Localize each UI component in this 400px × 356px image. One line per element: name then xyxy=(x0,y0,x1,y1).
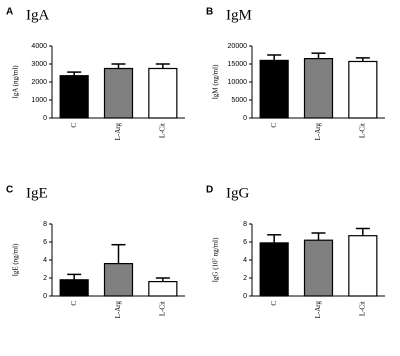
y-tick-label: 4 xyxy=(243,257,247,264)
x-tick-label: L-Arg xyxy=(314,123,322,141)
panel-label: B xyxy=(206,7,213,18)
y-tick-label: 0 xyxy=(243,293,247,300)
x-tick-label: L-Arg xyxy=(314,301,322,319)
y-tick-label: 2 xyxy=(243,275,247,282)
y-tick-label: 6 xyxy=(243,239,247,246)
bar xyxy=(259,242,289,297)
panel: D IgG IgG (10⁷ ng/ml) 0 2 4 6 8 C L-Arg L-Cit xyxy=(206,185,385,319)
x-tick-label: C xyxy=(70,301,78,306)
bar xyxy=(348,235,378,297)
x-tick-label: L-Cit xyxy=(158,123,166,138)
bar xyxy=(148,280,178,297)
panel: C IgE IgE (ng/ml) 0 2 4 6 8 C L-Arg L-Cit xyxy=(6,185,185,319)
bar xyxy=(148,67,178,119)
x-tick-label: C xyxy=(270,301,278,306)
x-tick-label: L-Arg xyxy=(114,123,122,141)
y-tick-label: 6 xyxy=(43,239,47,246)
y-axis-label: IgM (ng/ml) xyxy=(212,64,220,99)
panel-label: A xyxy=(6,7,13,18)
bar xyxy=(59,75,89,119)
x-tick-label: L-Arg xyxy=(114,301,122,319)
panel-title: IgE xyxy=(26,185,48,201)
x-tick-label: C xyxy=(270,123,278,128)
y-tick-label: 15000 xyxy=(228,61,248,68)
y-tick-label: 2000 xyxy=(31,79,47,86)
panel-label: D xyxy=(206,185,213,196)
y-tick-label: 4 xyxy=(43,257,47,264)
panel-title: IgG xyxy=(226,185,249,201)
y-tick-label: 4000 xyxy=(31,43,47,50)
y-tick-label: 2 xyxy=(43,275,47,282)
bar xyxy=(303,57,334,119)
y-axis-label: IgA (ng/ml) xyxy=(12,65,20,99)
y-axis-label: IgG (10⁷ ng/ml) xyxy=(212,237,220,282)
y-tick-label: 5000 xyxy=(231,97,247,104)
bar xyxy=(348,60,378,119)
y-tick-label: 3000 xyxy=(31,61,47,68)
y-tick-label: 1000 xyxy=(31,97,47,104)
y-tick-label: 20000 xyxy=(228,43,248,50)
y-tick-label: 8 xyxy=(243,221,247,228)
x-tick-label: L-Cit xyxy=(358,301,366,316)
x-tick-label: C xyxy=(70,123,78,128)
y-tick-label: 8 xyxy=(43,221,47,228)
bar xyxy=(103,67,134,119)
x-tick-label: L-Cit xyxy=(358,123,366,138)
bar xyxy=(303,239,334,297)
panel: A IgA IgA (ng/ml) 0 1000 2000 3000 4000 C L-Arg L-… xyxy=(6,7,185,141)
panel: B IgM IgM (ng/ml) 0 5000 10000 15000 20000 C L-Ar… xyxy=(206,7,385,141)
bar xyxy=(103,262,134,297)
y-tick-label: 0 xyxy=(43,115,47,122)
x-tick-label: L-Cit xyxy=(158,301,166,316)
y-tick-label: 0 xyxy=(43,293,47,300)
y-tick-label: 10000 xyxy=(228,79,248,86)
panel-title: IgM xyxy=(226,7,252,23)
bar xyxy=(59,279,89,297)
y-tick-label: 0 xyxy=(243,115,247,122)
panel-title: IgA xyxy=(26,7,49,23)
y-axis-label: IgE (ng/ml) xyxy=(12,243,20,277)
bar xyxy=(259,59,289,119)
panel-label: C xyxy=(6,185,13,196)
